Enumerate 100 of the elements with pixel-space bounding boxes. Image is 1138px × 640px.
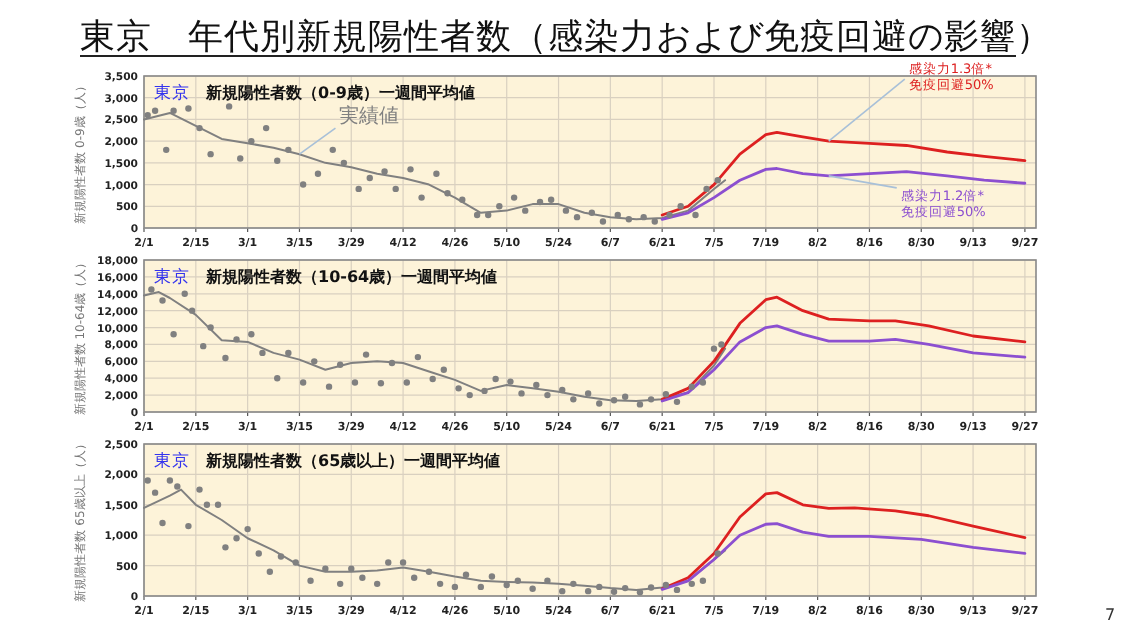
- point: [255, 550, 262, 557]
- point: [503, 581, 510, 589]
- point: [529, 585, 536, 592]
- point: [533, 381, 540, 389]
- point: [336, 361, 344, 368]
- point: [714, 550, 721, 557]
- point: [307, 577, 314, 584]
- point: [237, 155, 244, 162]
- point: [651, 218, 658, 225]
- text: 新規陽性者数（0-9歳）一週間平均値: [204, 82, 475, 102]
- point: [299, 379, 307, 386]
- point: [710, 345, 718, 352]
- point: [673, 398, 681, 406]
- point: [159, 519, 166, 527]
- line-series: [660, 131, 1027, 217]
- point: [518, 390, 525, 397]
- point: [440, 366, 447, 373]
- point: [185, 522, 192, 530]
- point: [610, 588, 618, 595]
- point: [233, 336, 240, 343]
- point: [492, 375, 499, 383]
- text: 新規陽性者数（10-64歳）一週間平均値: [204, 266, 498, 286]
- point: [510, 194, 518, 201]
- line-series: [660, 522, 1027, 591]
- point: [473, 211, 481, 219]
- point: [647, 396, 655, 403]
- point: [144, 111, 151, 119]
- point: [151, 489, 159, 496]
- point: [340, 159, 348, 167]
- point: [266, 568, 274, 575]
- point: [596, 400, 603, 407]
- point: [636, 589, 644, 596]
- point: [599, 218, 607, 225]
- point: [621, 584, 629, 592]
- point: [403, 379, 410, 386]
- point: [359, 574, 366, 581]
- point: [322, 565, 329, 572]
- point: [559, 386, 566, 394]
- point: [336, 580, 344, 588]
- point: [414, 353, 422, 361]
- point: [699, 577, 707, 584]
- point: [436, 580, 444, 588]
- point: [625, 216, 633, 223]
- point: [703, 185, 710, 193]
- point: [299, 181, 307, 188]
- point: [640, 213, 647, 221]
- point: [477, 583, 485, 591]
- point: [514, 577, 522, 584]
- point: [455, 385, 462, 392]
- point: [174, 483, 181, 490]
- point: [459, 196, 466, 203]
- point: [636, 401, 644, 408]
- chart-title: 東京 年代別新規陽性者数（感染力および免疫回避の影響）: [80, 16, 1052, 58]
- point: [311, 358, 318, 365]
- point: [451, 583, 459, 591]
- point: [222, 354, 229, 362]
- point: [170, 107, 177, 114]
- point: [351, 379, 359, 386]
- point: [373, 580, 381, 588]
- point: [314, 170, 322, 177]
- annotation: 東京: [154, 82, 190, 104]
- point: [248, 331, 255, 338]
- point: [262, 124, 270, 132]
- point: [677, 203, 684, 210]
- point: [222, 544, 229, 551]
- point: [203, 501, 211, 508]
- point: [570, 396, 577, 403]
- point: [433, 170, 440, 177]
- line-series: [660, 491, 1027, 591]
- point: [292, 559, 299, 566]
- point: [233, 535, 240, 542]
- point: [407, 166, 414, 173]
- point: [151, 107, 159, 114]
- point: [325, 383, 333, 390]
- point: [214, 501, 222, 508]
- point: [662, 391, 670, 398]
- point: [559, 587, 566, 595]
- point: [277, 553, 285, 560]
- point: [348, 565, 355, 572]
- point: [385, 559, 392, 566]
- point: [584, 587, 592, 595]
- point: [366, 174, 373, 182]
- point: [225, 103, 233, 110]
- point: [496, 203, 503, 210]
- point: [196, 124, 203, 132]
- point: [570, 580, 577, 588]
- point: [536, 198, 544, 206]
- point: [647, 584, 655, 591]
- point: [207, 324, 214, 331]
- point: [185, 105, 192, 112]
- point: [466, 391, 473, 399]
- point: [166, 477, 174, 484]
- line-series: [660, 324, 1027, 403]
- line-series: [660, 295, 1027, 401]
- point: [481, 387, 488, 395]
- point: [392, 185, 399, 193]
- point: [662, 581, 670, 589]
- point: [621, 393, 629, 400]
- point: [573, 213, 581, 221]
- point: [562, 207, 570, 214]
